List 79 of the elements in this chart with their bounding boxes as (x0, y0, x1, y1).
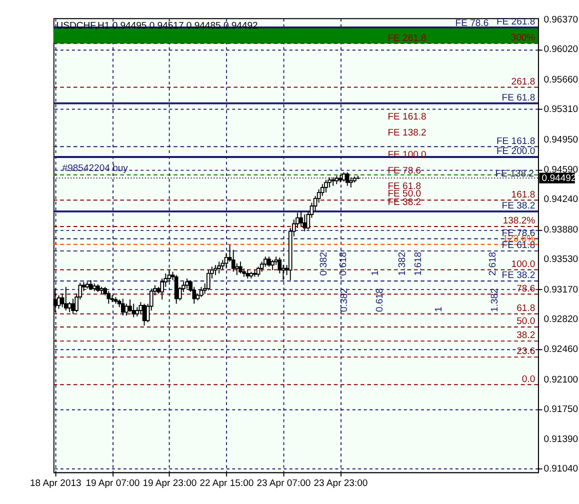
candlestick (128, 299, 132, 313)
y-tick-label: 0.91750 (544, 404, 578, 415)
candlestick (267, 256, 271, 268)
candlestick (235, 262, 239, 276)
x-tick-label: 18 Apr 2013 (30, 478, 82, 490)
annotation: 1.382 (489, 288, 500, 312)
annotation: 23.6 (516, 346, 536, 358)
annotation: FE 138.2 (388, 128, 426, 139)
annotation: 2.618 (488, 252, 498, 276)
annotation: 138.2% (502, 216, 536, 227)
annotation: 50.0 (516, 316, 536, 328)
annotation: FE 200.0 (496, 146, 536, 158)
annotation: 0.618 (374, 288, 386, 312)
candlestick (302, 214, 307, 232)
candlestick (217, 261, 222, 274)
y-tick-label: 0.95310 (544, 104, 578, 116)
candlestick (231, 249, 236, 272)
annotation: 161.8 (511, 189, 536, 200)
y-tick-label: 0.96370 (544, 14, 578, 26)
y-tick-label: 0.92820 (544, 314, 578, 325)
candlestick (71, 298, 75, 314)
annotation: 261.8 (511, 76, 536, 88)
annotation: 0.382 (318, 252, 330, 276)
y-tick-label: 0.94950 (544, 134, 578, 146)
annotation: FE 261.8 (388, 33, 426, 44)
candlestick (142, 303, 146, 326)
chart-title: USDCHF,H1 0.94495 0.94517 0.94485 0.94492 (56, 20, 258, 32)
candlestick (106, 290, 111, 304)
annotation: 0.0 (522, 374, 536, 385)
annotation: FE 78.6 (388, 166, 422, 177)
y-tick-label: 0.93170 (544, 284, 578, 296)
annotation: FE 38.2 (502, 200, 536, 212)
candlestick (64, 286, 68, 311)
candlestick (264, 256, 268, 268)
annotation: 0.382 (339, 288, 350, 312)
annotation: #98542204 buy (62, 162, 128, 174)
y-tick-label: 0.93880 (544, 224, 578, 236)
ref-line-label: 0.94492 (542, 172, 576, 184)
x-tick-label: 19 Apr 23:00 (142, 478, 197, 490)
x-tick-label: 22 Apr 15:00 (200, 478, 254, 490)
x-tick-label: 23 Apr 23:00 (314, 478, 368, 490)
annotation: 1 (370, 270, 382, 276)
annotation: FE 161.8 (496, 136, 536, 147)
y-tick-label: 0.92100 (544, 374, 578, 386)
annotation: FE 78.6 (455, 18, 489, 29)
annotation: FE 261.8 (496, 16, 536, 28)
annotation: 300% (510, 32, 536, 44)
candlestick (214, 264, 218, 276)
annotation: 1.382 (396, 252, 408, 276)
candlestick (345, 172, 350, 186)
annotation: FE 161.8 (388, 111, 426, 122)
y-tick-label: 0.93530 (544, 254, 578, 265)
y-tick-label: 0.94240 (544, 194, 578, 206)
annotation: 1.618 (412, 252, 424, 276)
y-tick-label: 0.92460 (544, 344, 578, 356)
candlestick (185, 278, 189, 290)
annotation: 61.8 (516, 303, 536, 314)
annotation: 38.2 (516, 330, 536, 342)
annotation: FE 61.8 (502, 92, 536, 104)
annotation: FE 38.2 (388, 197, 422, 208)
y-tick-label: 0.95660 (544, 74, 578, 86)
candlestick (238, 261, 242, 274)
candlestick (199, 286, 204, 298)
candlestick (174, 274, 178, 304)
candlestick (270, 259, 274, 271)
y-tick-label: 0.91040 (544, 464, 578, 475)
y-tick-label: 0.96020 (544, 44, 578, 56)
candlestick (132, 303, 136, 318)
x-tick-label: 19 Apr 07:00 (86, 478, 140, 490)
y-tick-label: 0.91390 (544, 434, 578, 446)
x-tick-label: 23 Apr 07:00 (256, 478, 311, 490)
annotation: 1 (433, 306, 444, 312)
annotation: 100.0 (511, 258, 536, 270)
candlestick (206, 270, 210, 291)
annotation: 0.618 (338, 252, 350, 276)
candlestick (120, 298, 125, 316)
annotation: 78.6 (516, 283, 536, 294)
candlestick (342, 172, 346, 182)
annotation: FE 38.2 (502, 270, 536, 282)
